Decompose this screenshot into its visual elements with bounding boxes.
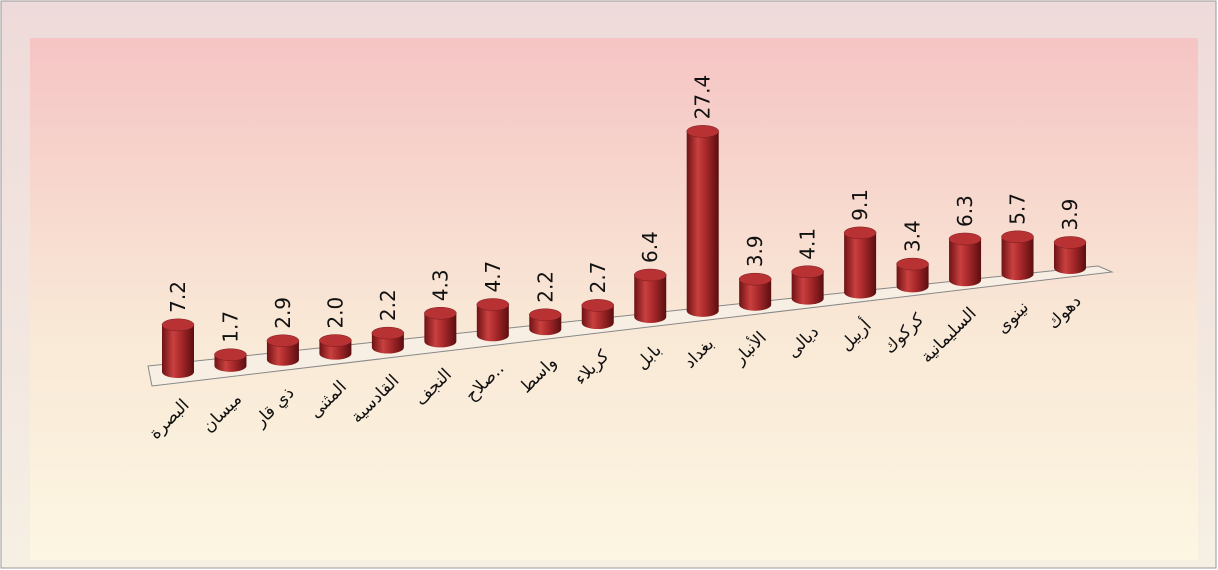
bar-body (581, 305, 614, 330)
bar-body (634, 275, 667, 323)
data-label: 7.2 (166, 281, 190, 313)
bar-top (476, 298, 510, 311)
data-label: 27.4 (691, 75, 715, 120)
bar (476, 298, 510, 342)
bar-top (371, 326, 405, 340)
bar (843, 226, 877, 299)
bar (896, 257, 929, 293)
bar-body (1054, 242, 1086, 274)
bar-top (896, 257, 929, 271)
bar (581, 299, 615, 330)
data-label: 6.3 (953, 195, 977, 227)
bar-top (791, 265, 824, 278)
bar-top (686, 125, 719, 138)
data-label: 3.9 (1058, 199, 1082, 231)
bar-top (738, 272, 772, 286)
bar-body (424, 313, 457, 348)
bar-top (581, 299, 615, 312)
bar-top (529, 308, 562, 322)
data-label: 3.4 (901, 220, 925, 252)
data-label: 2.7 (586, 262, 610, 294)
data-label: 3.9 (743, 235, 767, 267)
data-label: 9.1 (848, 189, 872, 221)
bar (424, 306, 457, 348)
bar (319, 334, 352, 360)
bar-body (266, 340, 299, 366)
bar-body (896, 264, 929, 293)
bar-body (476, 304, 509, 342)
bar (791, 265, 824, 305)
bar (1053, 236, 1087, 274)
bar-top (214, 348, 247, 361)
data-label: 4.3 (428, 269, 452, 301)
bar-body (162, 324, 194, 378)
bar (1001, 230, 1034, 281)
bar (738, 272, 772, 311)
data-label: 2.0 (323, 297, 347, 329)
data-label: 4.7 (481, 261, 505, 293)
bar-top (266, 334, 300, 348)
data-label: 1.7 (218, 311, 242, 343)
plot-area (30, 38, 1198, 560)
data-label: 6.4 (638, 231, 662, 263)
data-label: 4.1 (796, 228, 820, 260)
bar-body (791, 271, 824, 305)
bar (266, 334, 300, 366)
bar-top (319, 334, 352, 347)
bar (948, 232, 982, 287)
data-label: 2.9 (271, 297, 295, 329)
bar-body (1001, 236, 1034, 281)
bar-top (948, 232, 982, 246)
bar (161, 318, 195, 378)
data-label: 2.2 (376, 289, 400, 321)
bar (529, 308, 562, 336)
bar (214, 348, 247, 372)
bar (371, 326, 405, 354)
bar-top (161, 318, 195, 332)
data-label: 2.2 (533, 271, 557, 303)
bar (633, 268, 667, 323)
bar-top (1001, 230, 1034, 244)
data-label: 5.7 (1006, 193, 1030, 225)
bar (686, 125, 719, 317)
bar-top (424, 306, 457, 320)
bar-body (739, 279, 772, 311)
bar-top (1053, 236, 1087, 249)
bar-top (843, 226, 877, 240)
bar-body (686, 131, 719, 317)
bar-body (844, 232, 877, 299)
bar-body (949, 238, 982, 287)
bar-top (633, 268, 667, 282)
